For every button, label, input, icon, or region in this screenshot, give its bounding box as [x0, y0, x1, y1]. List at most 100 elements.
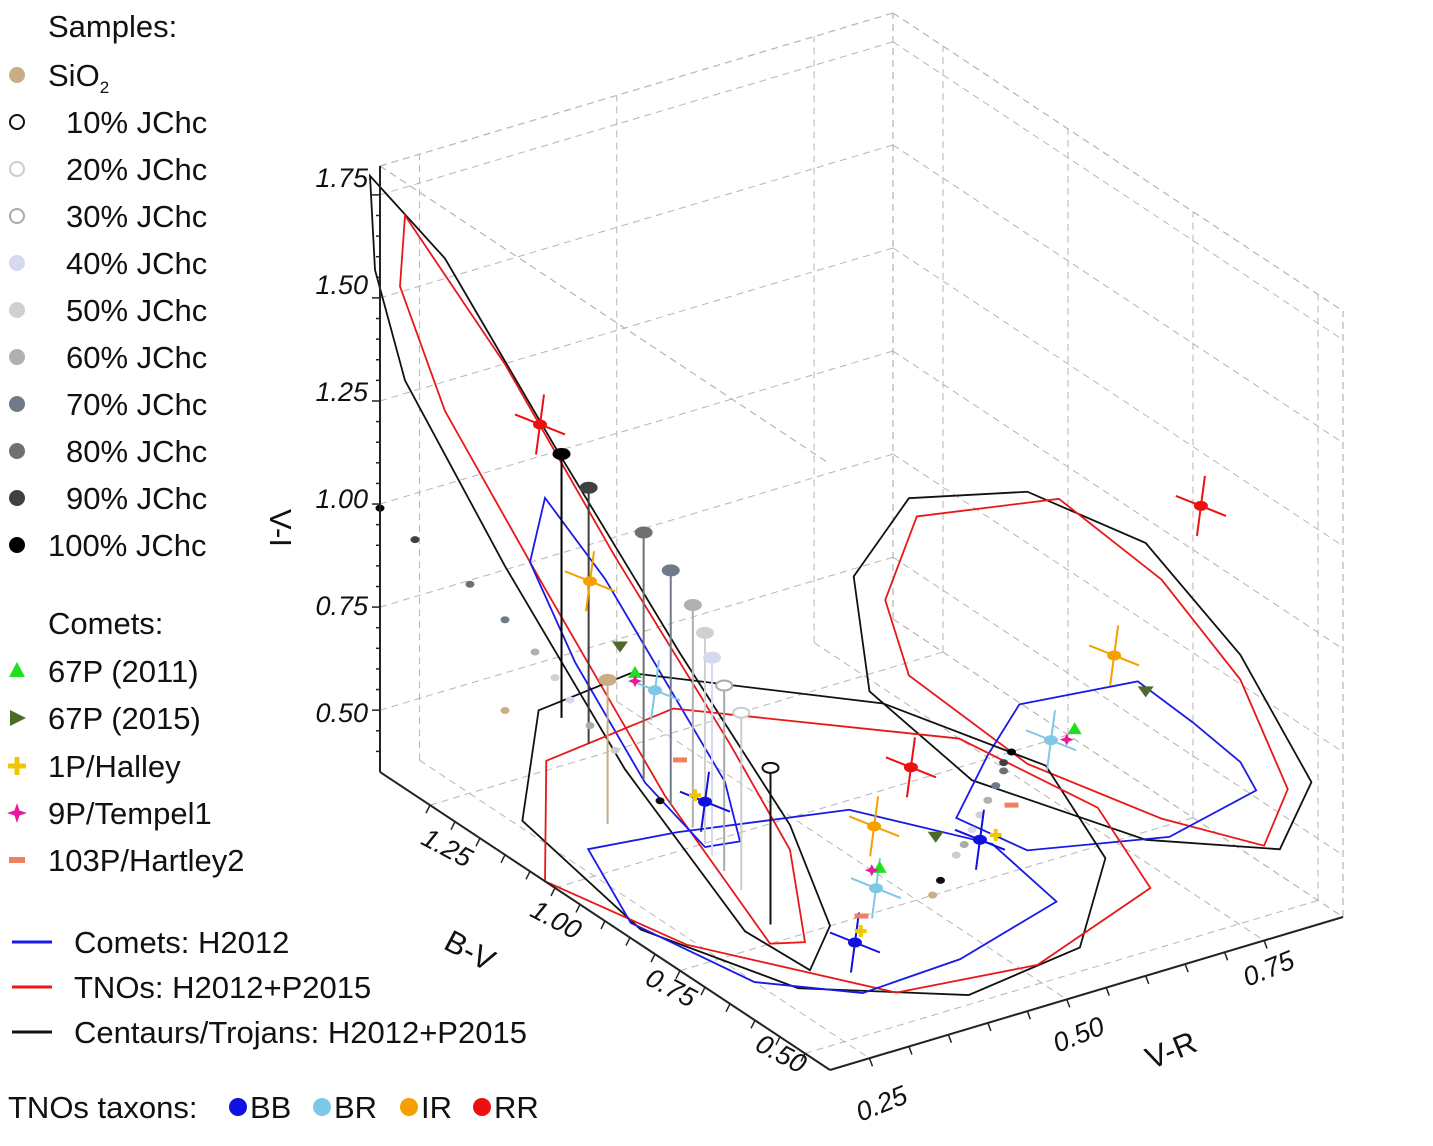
legend-marker-rr [473, 1098, 491, 1116]
z-tick-label: 1.00 [315, 484, 368, 514]
taxon-dot [1107, 650, 1122, 661]
x-tick [1184, 963, 1189, 973]
taxon-dot [533, 419, 547, 430]
samples-title: Samples: [48, 9, 177, 44]
legend-label-rr: RR [494, 1090, 539, 1125]
grid-line [429, 651, 944, 806]
legend-label-67p-2015: 67P (2015) [48, 701, 201, 736]
x-tick [947, 1034, 953, 1043]
z-tick-label: 1.75 [315, 163, 369, 193]
y-tick [775, 1036, 781, 1046]
legend-label-sio2: SiO2 [48, 58, 109, 97]
region-comets-vr-vi [955, 680, 1258, 852]
comet-marker-bv-vi [673, 757, 687, 763]
comet-marker-vr-bv [854, 925, 867, 938]
sample-projection [967, 826, 977, 834]
sample-projection [959, 840, 969, 848]
sample-projection [585, 722, 595, 730]
legend-marker-jchc60 [9, 349, 25, 365]
x-tick [908, 1046, 913, 1055]
taxon-dot [868, 883, 883, 894]
taxon-dot [698, 796, 712, 807]
legend-label-jchc40: 40% JChc [66, 246, 207, 281]
sample-projection [610, 746, 620, 754]
sample-marker [661, 564, 680, 577]
region-tnos-vr-vi [884, 497, 1289, 847]
comets-title: Comets: [48, 606, 163, 641]
taxon-marker-vr-bv [829, 912, 881, 973]
taxon-marker-bv-vi [564, 551, 616, 612]
sample-projection [935, 876, 945, 884]
x-tick [1105, 987, 1110, 996]
legend-marker-tempel1 [7, 803, 27, 823]
x-tick [1144, 975, 1150, 985]
legend-marker-jchc10 [9, 114, 25, 130]
x-axis-line [829, 916, 1344, 1071]
y-tick [525, 870, 531, 880]
comet-marker-vr-vi [1059, 733, 1074, 746]
grid-line [892, 350, 1344, 650]
comet-marker-vr-vi [1004, 802, 1019, 808]
legend-marker-jchc20 [9, 161, 25, 177]
grid-line [892, 144, 1344, 444]
region-centaurs-bv-vi [368, 173, 831, 972]
legend-marker-hartley2 [9, 857, 25, 863]
x-tick [987, 1022, 992, 1032]
sample-projection [465, 580, 475, 588]
comet-marker-bv-vi [628, 665, 642, 678]
y-tick [575, 904, 581, 913]
region-tnos-vr-bv [544, 707, 1152, 994]
sample-marker [761, 761, 780, 774]
grid-line [379, 144, 894, 299]
legend: Samples: SiO2 10% JChc 20% JChc 30% JChc… [7, 9, 539, 1125]
box-edge [379, 165, 831, 465]
x-tick [1026, 1010, 1032, 1020]
taxon-marker-bv-vi [629, 660, 681, 721]
y-tick [500, 854, 506, 864]
taxon-marker-vr-vi [1175, 475, 1227, 537]
taxon-dot [648, 685, 662, 696]
grid-line [892, 41, 1344, 341]
sample-marker [715, 679, 734, 692]
sample-marker [579, 481, 598, 494]
taxon-dot [847, 937, 862, 948]
legend-label-ir: IR [421, 1090, 452, 1125]
comet-marker-vr-vi [989, 829, 1002, 842]
taxon-dot [903, 762, 918, 773]
legend-marker-br [313, 1098, 331, 1116]
sample-marker [703, 651, 722, 664]
sample-projection [951, 851, 961, 859]
region-comets-vr-bv [586, 808, 1058, 994]
sample-projection [928, 891, 938, 899]
taxon-dot [1193, 500, 1208, 511]
comet-marker-bv-vi [612, 641, 628, 653]
region-tnos-bv-vi [399, 212, 807, 945]
legend-label-jchc100: 100% JChc [48, 528, 207, 563]
legend-label-jchc10: 10% JChc [66, 105, 207, 140]
grid-line [892, 453, 1344, 753]
grid-layer [379, 12, 1344, 1059]
sample-projection [999, 767, 1009, 775]
taxon-marker-bv-vi [514, 394, 566, 455]
z-tick-label: 0.75 [315, 591, 369, 621]
legend-marker-jchc90 [9, 490, 25, 506]
y-tick [700, 986, 706, 996]
grid-line [804, 899, 1319, 1054]
legend-label-jchc70: 70% JChc [66, 387, 207, 422]
x-tick-label: 0.25 [852, 1080, 913, 1128]
y-axis-title: B-V [439, 923, 501, 978]
legend-label-jchc60: 60% JChc [66, 340, 207, 375]
sample-projection [1007, 748, 1017, 756]
taxon-dot [972, 834, 987, 845]
legend-marker-jchc80 [9, 443, 25, 459]
region-centaurs-vr-vi [852, 490, 1313, 851]
legend-marker-ir [400, 1098, 418, 1116]
stem-layer [560, 454, 772, 925]
x-tick [1223, 952, 1229, 961]
legend-marker-jchc70 [9, 396, 25, 412]
comet-marker-vr-bv [927, 831, 944, 843]
legend-marker-67p-2011 [9, 662, 25, 677]
marker-layer [375, 394, 1227, 973]
x-tick [1263, 940, 1268, 949]
